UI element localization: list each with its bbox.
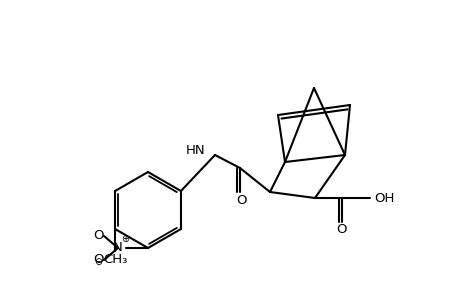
Text: O: O	[236, 194, 247, 206]
Text: CH₃: CH₃	[103, 254, 127, 266]
Text: ⊕: ⊕	[121, 234, 129, 244]
Text: N: N	[113, 242, 123, 254]
Text: O: O	[94, 254, 104, 266]
Text: O: O	[336, 224, 347, 236]
Text: OH: OH	[373, 191, 393, 205]
Text: HN: HN	[185, 143, 205, 157]
Text: ⊖: ⊖	[94, 257, 102, 267]
Text: O: O	[94, 230, 104, 242]
